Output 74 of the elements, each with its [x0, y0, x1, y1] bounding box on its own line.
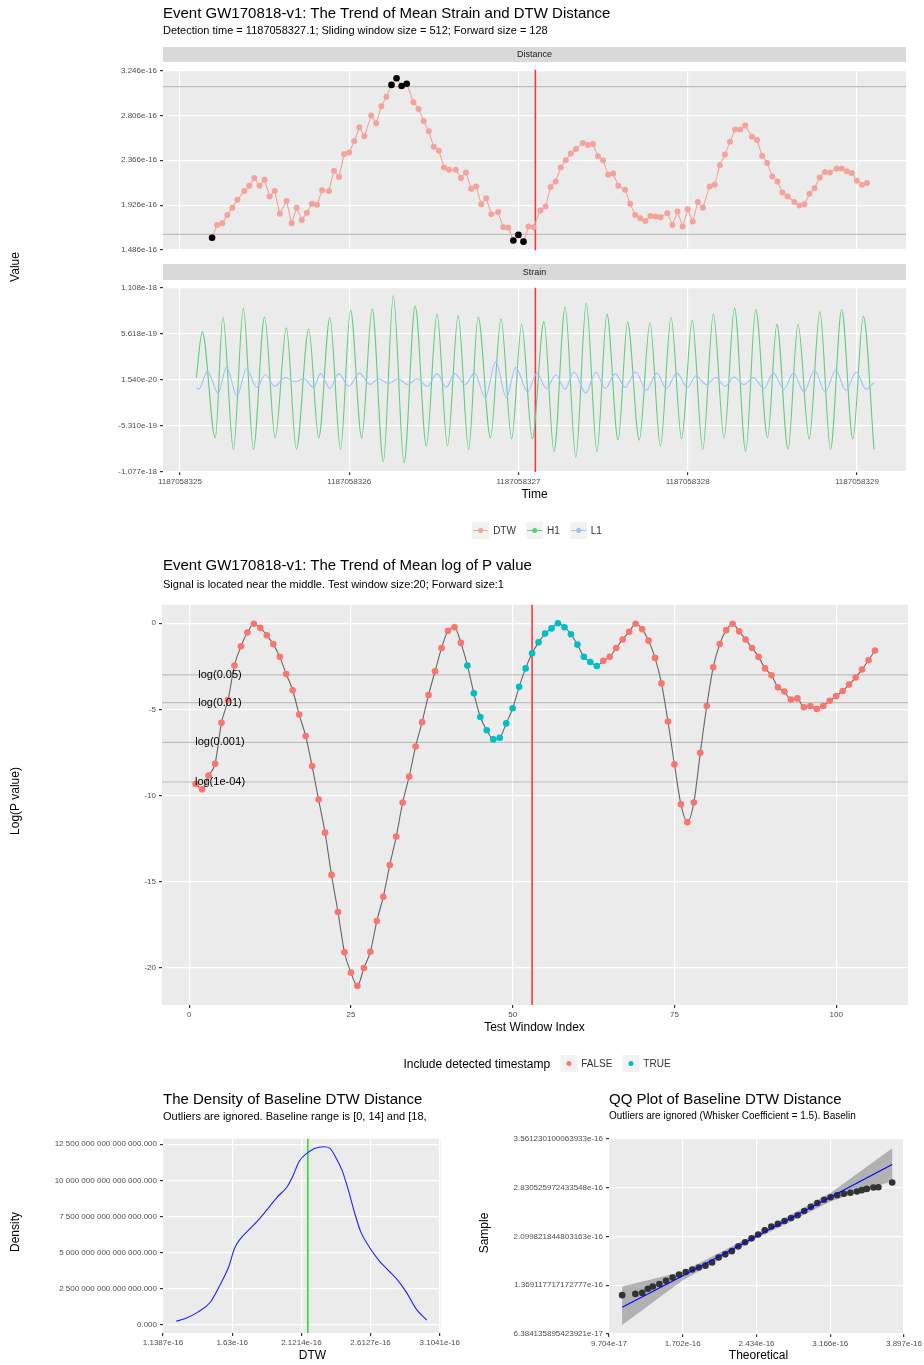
y-axis-title: Log(P value): [8, 766, 22, 837]
y-tick-label: 5 000 000 000 000 000.000: [59, 1247, 158, 1257]
chart-subtitle: Detection time = 1187058327.1; Sliding window size = 512; Forward size = 128: [163, 24, 548, 36]
y-axis-title: Sample: [476, 1211, 490, 1255]
x-tick-label: 2.1214e-16: [281, 1338, 323, 1347]
legend-label: H1: [546, 525, 560, 536]
y-tick-label: 1.369117717172777e-16: [514, 1280, 604, 1290]
chart-title: QQ Plot of Baseline DTW Distance: [609, 1090, 842, 1107]
legend-label: L1: [590, 525, 602, 536]
chart-subtitle: Outliers are ignored. Baseline range is [0, 14] and [18,: [163, 1110, 427, 1122]
y-tick-label: 10 000 000 000 000 000.000: [54, 1175, 158, 1185]
legend-label: DTW: [493, 525, 516, 536]
legend-label: FALSE: [581, 1058, 613, 1069]
y-tick-label: -10: [144, 790, 157, 800]
y-tick-label: -15: [144, 876, 157, 886]
chart-subtitle: Signal is located near the middle. Test window size:20; Forward size:1: [163, 578, 504, 590]
chart-title: Event GW170818-v1: The Trend of Mean Strain and DTW Distance: [163, 4, 611, 21]
x-tick-label: 50: [508, 1010, 518, 1019]
x-axis-title: Test Window Index: [483, 1020, 586, 1034]
ref-line-label: log(1e-04): [194, 775, 246, 788]
y-axis-title: Density: [8, 1211, 22, 1254]
y-tick-label: 1.926e-16: [120, 200, 158, 210]
y-tick-label: 7 500 000 000 000 000.000: [59, 1211, 158, 1221]
y-tick-label: 2.099821844803163e-16: [513, 1231, 604, 1241]
y-tick-label: 2 500 000 000 000 000.000: [59, 1284, 158, 1294]
x-tick-label: 1187058327: [496, 477, 541, 486]
ref-line-label: log(0.05): [198, 667, 242, 680]
y-tick-label: 1.108e-18: [120, 283, 158, 292]
x-tick-label: 1.702e-16: [664, 1339, 702, 1348]
y-tick-label: 0: [151, 618, 157, 628]
y-tick-label: 0.000: [136, 1320, 158, 1330]
x-tick-label: 3.897e-16: [885, 1339, 923, 1348]
x-tick-label: 100: [829, 1010, 844, 1019]
x-tick-label: 3.166e-16: [812, 1339, 849, 1348]
y-tick-label: 1.540e-20: [120, 375, 158, 385]
x-tick-label: 1187058325: [157, 477, 203, 486]
x-tick-label: 0: [186, 1010, 192, 1019]
legend-label: TRUE: [643, 1058, 671, 1069]
chart-title: Event GW170818-v1: The Trend of Mean log of P value: [163, 556, 532, 573]
x-axis-title: Theoretical: [727, 1348, 790, 1362]
y-axis-title: Value: [8, 251, 22, 284]
x-tick-label: 2.434e-16: [738, 1339, 776, 1348]
text: Strain: [163, 264, 906, 280]
ref-line-label: log(0.001): [195, 735, 245, 748]
x-tick-label: 1187058326: [327, 477, 372, 486]
x-tick-label: 75: [669, 1010, 680, 1019]
x-tick-label: 1187058328: [665, 477, 711, 486]
chart-subtitle: Outliers are ignored (Whisker Coefficient = 1.5). Baselin: [609, 1110, 856, 1121]
ref-line-label: log(0.01): [198, 695, 242, 708]
x-tick-label: 1.1387e-16: [142, 1338, 184, 1347]
text: Distance: [163, 47, 906, 62]
y-tick-label: -1.077e-18: [118, 467, 158, 477]
x-tick-label: 1.63e-16: [216, 1338, 249, 1347]
y-tick-label: 12 500 000 000 000 000.000: [54, 1139, 158, 1149]
y-tick-label: -5.310e-19: [118, 421, 158, 431]
y-tick-label: 2.366e-16: [120, 155, 158, 165]
y-tick-label: 1.486e-16: [120, 245, 158, 255]
x-tick-label: 9.704e-17: [590, 1339, 628, 1348]
chart-title: The Density of Baseline DTW Distance: [163, 1090, 423, 1107]
y-tick-label: 3.561230100063933e-16: [513, 1134, 604, 1143]
y-tick-label: 3.246e-16: [120, 65, 158, 75]
x-tick-label: 2.6127e-16: [350, 1338, 392, 1347]
x-tick-label: 3.1041e-16: [419, 1338, 461, 1347]
y-tick-label: 2.806e-16: [120, 110, 158, 120]
y-tick-label: 6.384135895423921e-17: [513, 1329, 604, 1339]
y-tick-label: 5.618e-19: [120, 329, 158, 339]
y-tick-label: -5: [148, 704, 157, 714]
x-axis-title: Time: [520, 487, 549, 501]
y-tick-label: -20: [144, 963, 157, 973]
legend-title: Include detected timestamp: [403, 1056, 551, 1071]
y-tick-label: 2.830525972433548e-16: [513, 1182, 604, 1192]
x-tick-label: 25: [346, 1010, 356, 1019]
x-axis-title: DTW: [297, 1348, 328, 1362]
x-tick-label: 1187058329: [834, 477, 880, 486]
